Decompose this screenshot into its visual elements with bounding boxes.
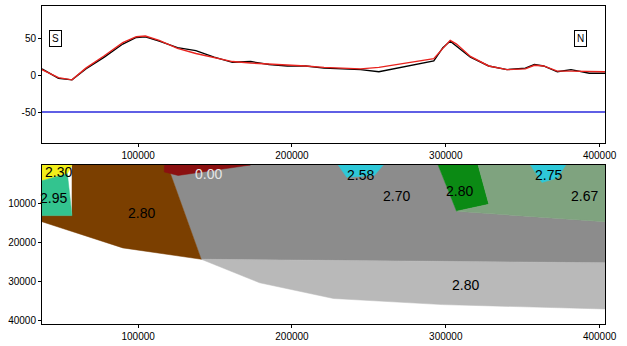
svg-text:300000: 300000	[429, 331, 463, 342]
svg-text:-50: -50	[22, 107, 37, 118]
svg-text:0.00: 0.00	[195, 166, 222, 182]
svg-text:N: N	[577, 33, 584, 44]
svg-text:2.80: 2.80	[128, 205, 155, 221]
svg-text:400000: 400000	[583, 150, 617, 161]
svg-text:10000: 10000	[8, 198, 36, 209]
svg-text:2.67: 2.67	[571, 188, 598, 204]
svg-text:100000: 100000	[121, 331, 155, 342]
svg-text:300000: 300000	[429, 150, 463, 161]
svg-text:2.80: 2.80	[452, 277, 479, 293]
svg-text:2.58: 2.58	[347, 167, 374, 183]
svg-text:100000: 100000	[121, 150, 155, 161]
svg-text:0: 0	[30, 70, 36, 81]
svg-text:200000: 200000	[275, 331, 309, 342]
svg-text:S: S	[52, 33, 59, 44]
svg-text:2.80: 2.80	[446, 183, 473, 199]
svg-text:2.75: 2.75	[535, 167, 562, 183]
svg-text:20000: 20000	[8, 237, 36, 248]
svg-text:2.95: 2.95	[40, 190, 67, 206]
svg-text:2.30: 2.30	[45, 164, 72, 180]
svg-text:2.70: 2.70	[383, 188, 410, 204]
svg-text:400000: 400000	[583, 331, 617, 342]
svg-text:50: 50	[25, 33, 37, 44]
svg-text:200000: 200000	[275, 150, 309, 161]
svg-text:30000: 30000	[8, 276, 36, 287]
svg-text:40000: 40000	[8, 315, 36, 326]
